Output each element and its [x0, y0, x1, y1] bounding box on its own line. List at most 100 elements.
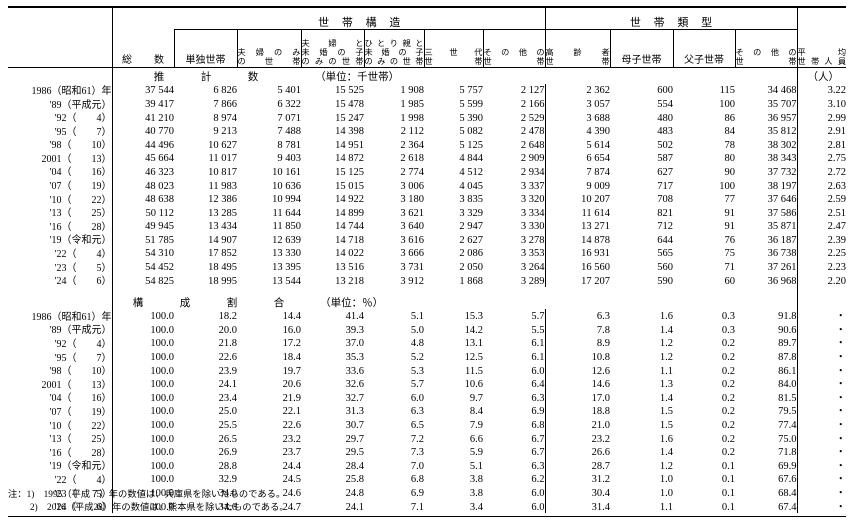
cell-composition-elderly: 7.8	[544, 323, 611, 337]
cell-composition-total: 100.0	[111, 390, 174, 405]
cell-estimates-couple_child: 15 125	[335, 166, 364, 178]
cell-estimates-avg_members: 2.59	[796, 192, 847, 206]
cell-composition-single: 18.2	[218, 311, 237, 323]
col-header-mother-child-household: 母子世帯	[609, 29, 674, 68]
table-bottom-rule	[8, 513, 847, 518]
cell-composition-mother_child: 1.6	[659, 433, 674, 445]
corner-blank	[8, 6, 112, 30]
cell-composition-couple_only: 22.1	[282, 406, 301, 418]
cell-estimates-avg_members: 2.99	[796, 110, 847, 125]
cell-estimates-father_child: 75	[724, 248, 736, 260]
cell-composition-single: 22.6	[218, 352, 237, 364]
row-label-year: '04（ 16）	[49, 167, 112, 179]
cell-estimates-elderly: 9 009	[544, 178, 611, 193]
cell-composition-father_child: 0.2	[721, 420, 736, 431]
table-row: '07（ 19） 48 023 11 983 10 636 15 015 3 006 4 0…	[8, 178, 847, 193]
table-row: '24（ 6） 54 825 18 995 13 544 13 218 3 912 1 86…	[8, 273, 847, 288]
cell-estimates-couple_only: 9 403	[277, 153, 301, 165]
col-header-other-type: その他の 世 帯	[734, 29, 798, 68]
cell-estimates-couple_only: 10 636	[272, 180, 301, 192]
cell-estimates-single: 8 974	[213, 112, 237, 124]
cell-composition-couple_only: 24.5	[282, 474, 301, 486]
cell-estimates-father_child: 115	[719, 85, 736, 97]
cell-estimates-single_parent_child: 3 912	[400, 275, 424, 287]
cell-composition-mother_child: 1.0	[659, 474, 674, 486]
cell-composition-total: 100.0	[111, 323, 174, 337]
cell-composition-avg_members: ・	[796, 404, 847, 419]
cell-estimates-couple_child: 13 516	[335, 262, 364, 274]
cell-estimates-father_child: 77	[724, 194, 736, 206]
cell-estimates-couple_only: 12 639	[272, 234, 301, 246]
table-row: '98（ 10） 44 496 10 627 8 781 14 951 2 364 5 12…	[8, 137, 847, 152]
cell-estimates-elderly: 16 560	[544, 260, 611, 274]
cell-estimates-three_gen: 4 045	[459, 180, 483, 192]
cell-estimates-avg_members: 2.25	[796, 246, 847, 261]
cell-estimates-mother_child: 502	[657, 139, 674, 151]
cell-composition-mother_child: 1.3	[659, 379, 674, 391]
cell-composition-avg_members: ・	[796, 309, 847, 323]
cell-estimates-avg_members: 2.39	[796, 233, 847, 247]
cell-estimates-elderly: 4 390	[544, 124, 611, 138]
row-label-year: '95（ 7）	[54, 352, 112, 364]
row-label-year: '16（ 28）	[49, 221, 112, 233]
cell-composition-single_parent_child: 4.8	[410, 338, 424, 350]
cell-composition-total: 100.0	[111, 445, 174, 459]
row-label-year: '16（ 28）	[49, 447, 112, 459]
cell-estimates-mother_child: 565	[657, 248, 674, 260]
cell-estimates-three_gen: 2 086	[459, 248, 483, 260]
col-header-father-child-household: 父子世帯	[672, 29, 736, 68]
three-gen-l2: 世 帯	[424, 57, 483, 67]
col-header-total: 総 数	[111, 29, 174, 68]
row-label-year: '22（ 4）	[54, 249, 112, 261]
cell-estimates-other_type: 36 957	[767, 112, 797, 124]
other-structure-l2: 世 帯	[483, 57, 545, 67]
cell-estimates-avg_members: 3.22	[796, 83, 847, 98]
cell-composition-total: 100.0	[111, 350, 174, 364]
cell-estimates-single_parent_child: 2 618	[400, 153, 424, 165]
cell-composition-couple_only: 24.6	[282, 487, 301, 499]
cell-estimates-single: 18 495	[208, 262, 237, 274]
cell-estimates-avg_members: 2.47	[796, 219, 847, 234]
cell-estimates-elderly: 2 362	[544, 83, 611, 98]
row-label-year: '22（ 4）	[54, 474, 112, 486]
cell-estimates-couple_child: 14 718	[335, 234, 364, 246]
cell-composition-other_structure: 5.5	[531, 324, 545, 336]
cell-composition-couple_only: 18.4	[282, 352, 301, 364]
row-label-year: '13（ 25）	[49, 208, 112, 220]
table-row: 2001（ 13） 100.0 24.1 20.6 32.6 5.7 10.6 6.4 14.6…	[8, 377, 847, 391]
cell-estimates-three_gen: 4 512	[459, 166, 483, 178]
cell-composition-other_type: 84.0	[778, 379, 797, 391]
banner-composition-label: 構 成 割 合	[132, 297, 298, 309]
cell-estimates-other_type: 37 586	[767, 207, 797, 219]
cell-estimates-single: 17 852	[208, 248, 237, 260]
cell-composition-couple_only: 23.2	[282, 433, 301, 445]
cell-composition-father_child: 0.2	[721, 406, 736, 418]
cell-composition-elderly: 26.6	[544, 445, 611, 459]
avg-col-spacer	[796, 6, 847, 30]
cell-estimates-single_parent_child: 2 364	[400, 139, 424, 151]
cell-composition-single_parent_child: 5.7	[410, 379, 424, 391]
banner-composition: 構 成 割 合 （単位：％）	[111, 287, 798, 310]
cell-composition-other_structure: 6.4	[531, 379, 545, 391]
banner-composition-right-unit	[796, 287, 847, 310]
cell-composition-couple_only: 14.4	[282, 311, 301, 323]
cell-estimates-couple_only: 8 781	[277, 139, 301, 151]
row-label-year: '89（平成元）	[49, 325, 112, 337]
cell-estimates-single_parent_child: 3 006	[400, 180, 424, 192]
cell-estimates-father_child: 90	[724, 166, 736, 178]
note-2: 2) 2016（平成28）年の数値は、熊本県を除いたものである。	[8, 502, 289, 515]
cell-estimates-total: 54 310	[111, 246, 174, 261]
cell-estimates-avg_members: 2.63	[796, 178, 847, 193]
cell-estimates-mother_child: 600	[657, 85, 674, 97]
cell-estimates-couple_child: 14 398	[335, 126, 364, 138]
cell-estimates-couple_child: 15 478	[335, 98, 364, 110]
cell-composition-father_child: 0.1	[721, 487, 736, 499]
table-row: '24（ 6） 100.0 34.6 24.7 24.1 7.1 3.4 6.0 31.4 1.1…	[8, 499, 847, 514]
cell-composition-single: 34.6	[218, 501, 237, 513]
cell-estimates-total: 39 417	[111, 97, 174, 111]
cell-estimates-couple_only: 11 644	[272, 207, 302, 219]
cell-composition-three_gen: 3.8	[469, 474, 483, 486]
cell-composition-single_parent_child: 5.1	[410, 311, 424, 323]
cell-composition-elderly: 31.4	[544, 499, 611, 514]
cell-estimates-couple_child: 14 899	[335, 207, 364, 219]
